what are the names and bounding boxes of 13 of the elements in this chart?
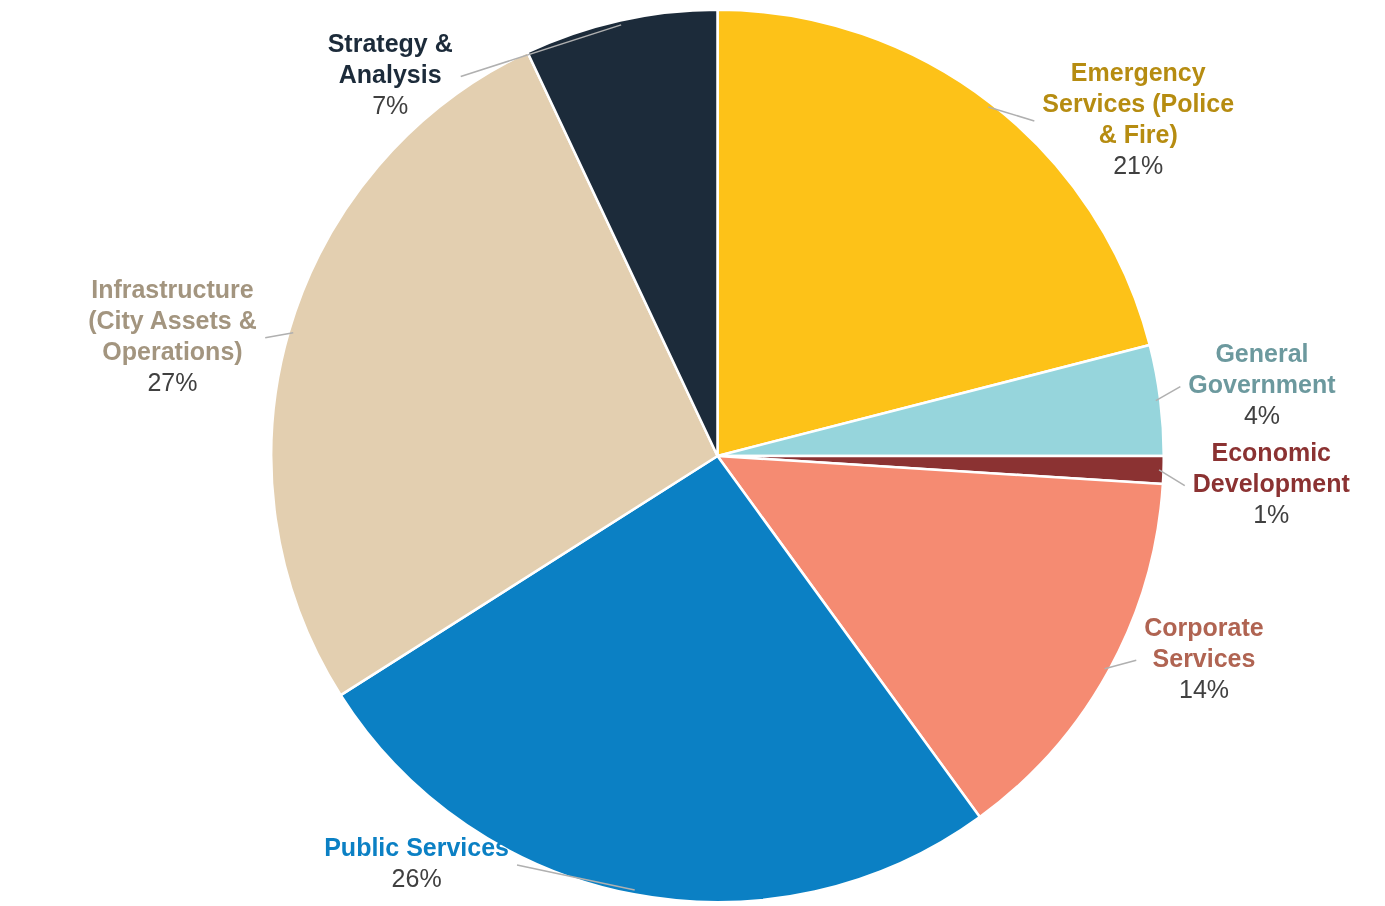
data-label: 26% <box>391 864 442 893</box>
data-label: 7% <box>372 91 409 120</box>
data-label: 1% <box>1253 500 1290 529</box>
slice-label: General Government <box>1188 339 1337 399</box>
data-label: 4% <box>1243 401 1281 430</box>
data-label: 21% <box>1113 151 1164 180</box>
slice-label: Infrastructure (City Assets & Operations) <box>88 275 257 366</box>
slice-label: Strategy & Analysis <box>327 29 453 89</box>
slice-label: Economic Development <box>1192 438 1351 498</box>
data-label: 14% <box>1178 675 1230 704</box>
slice-label: Corporate Services <box>1144 613 1264 673</box>
data-label: 27% <box>147 368 198 397</box>
slice-label: Emergency Services (Police & Fire) <box>1042 58 1235 149</box>
